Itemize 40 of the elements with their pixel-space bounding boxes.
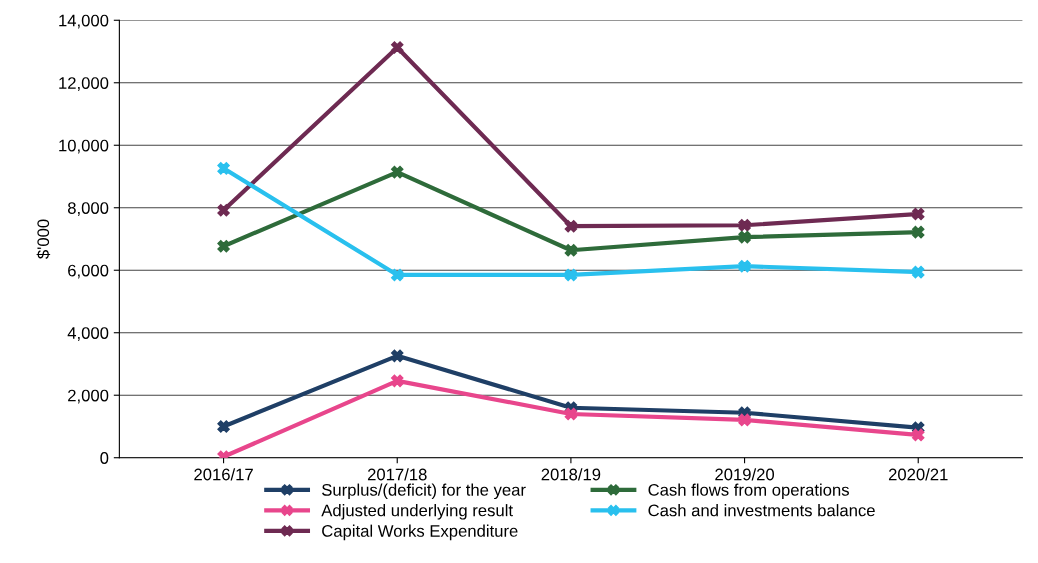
x-tick-label: 2018/19	[541, 468, 601, 481]
point	[217, 203, 230, 217]
point	[911, 207, 925, 221]
x-tick-label: 2019/20	[715, 468, 775, 481]
point	[390, 41, 404, 54]
y-tick-label: 14,000	[59, 14, 109, 29]
x-tick-label: 2020/21	[888, 468, 948, 481]
legend-label: Capital Works Expenditure	[322, 524, 518, 541]
point	[738, 230, 751, 244]
point	[911, 225, 925, 239]
y-tick-label: 2,000	[68, 389, 109, 404]
point	[564, 243, 578, 257]
point	[217, 420, 230, 433]
y-tick-label: 10,000	[59, 139, 109, 154]
point	[564, 407, 578, 421]
y-tick-label: 0	[100, 452, 109, 464]
legend-label: Adjusted underlying result	[321, 504, 513, 520]
legend-label: Surplus/(deficit) for the year	[322, 483, 526, 500]
y-tick-label: 8,000	[67, 202, 109, 216]
point	[911, 265, 925, 279]
point	[738, 413, 751, 427]
y-tick-label: 12,000	[59, 77, 109, 91]
point	[390, 165, 404, 179]
point	[390, 374, 404, 388]
y-tick-label: 4,000	[67, 327, 109, 341]
y-axis-title: $'000	[36, 219, 51, 259]
point	[738, 259, 751, 273]
point	[217, 162, 230, 175]
point	[911, 428, 925, 442]
x-tick-label: 2016/17	[194, 468, 253, 481]
point	[390, 349, 404, 363]
point	[564, 268, 578, 282]
point	[390, 268, 404, 282]
point	[564, 219, 578, 233]
legend-label: Cash flows from operations	[648, 483, 849, 500]
y-tick-label: 6,000	[68, 264, 109, 279]
legend-label: Cash and investments balance	[648, 504, 875, 517]
point	[738, 218, 751, 232]
x-tick-label: 2017/18	[367, 468, 427, 481]
point	[217, 239, 230, 253]
